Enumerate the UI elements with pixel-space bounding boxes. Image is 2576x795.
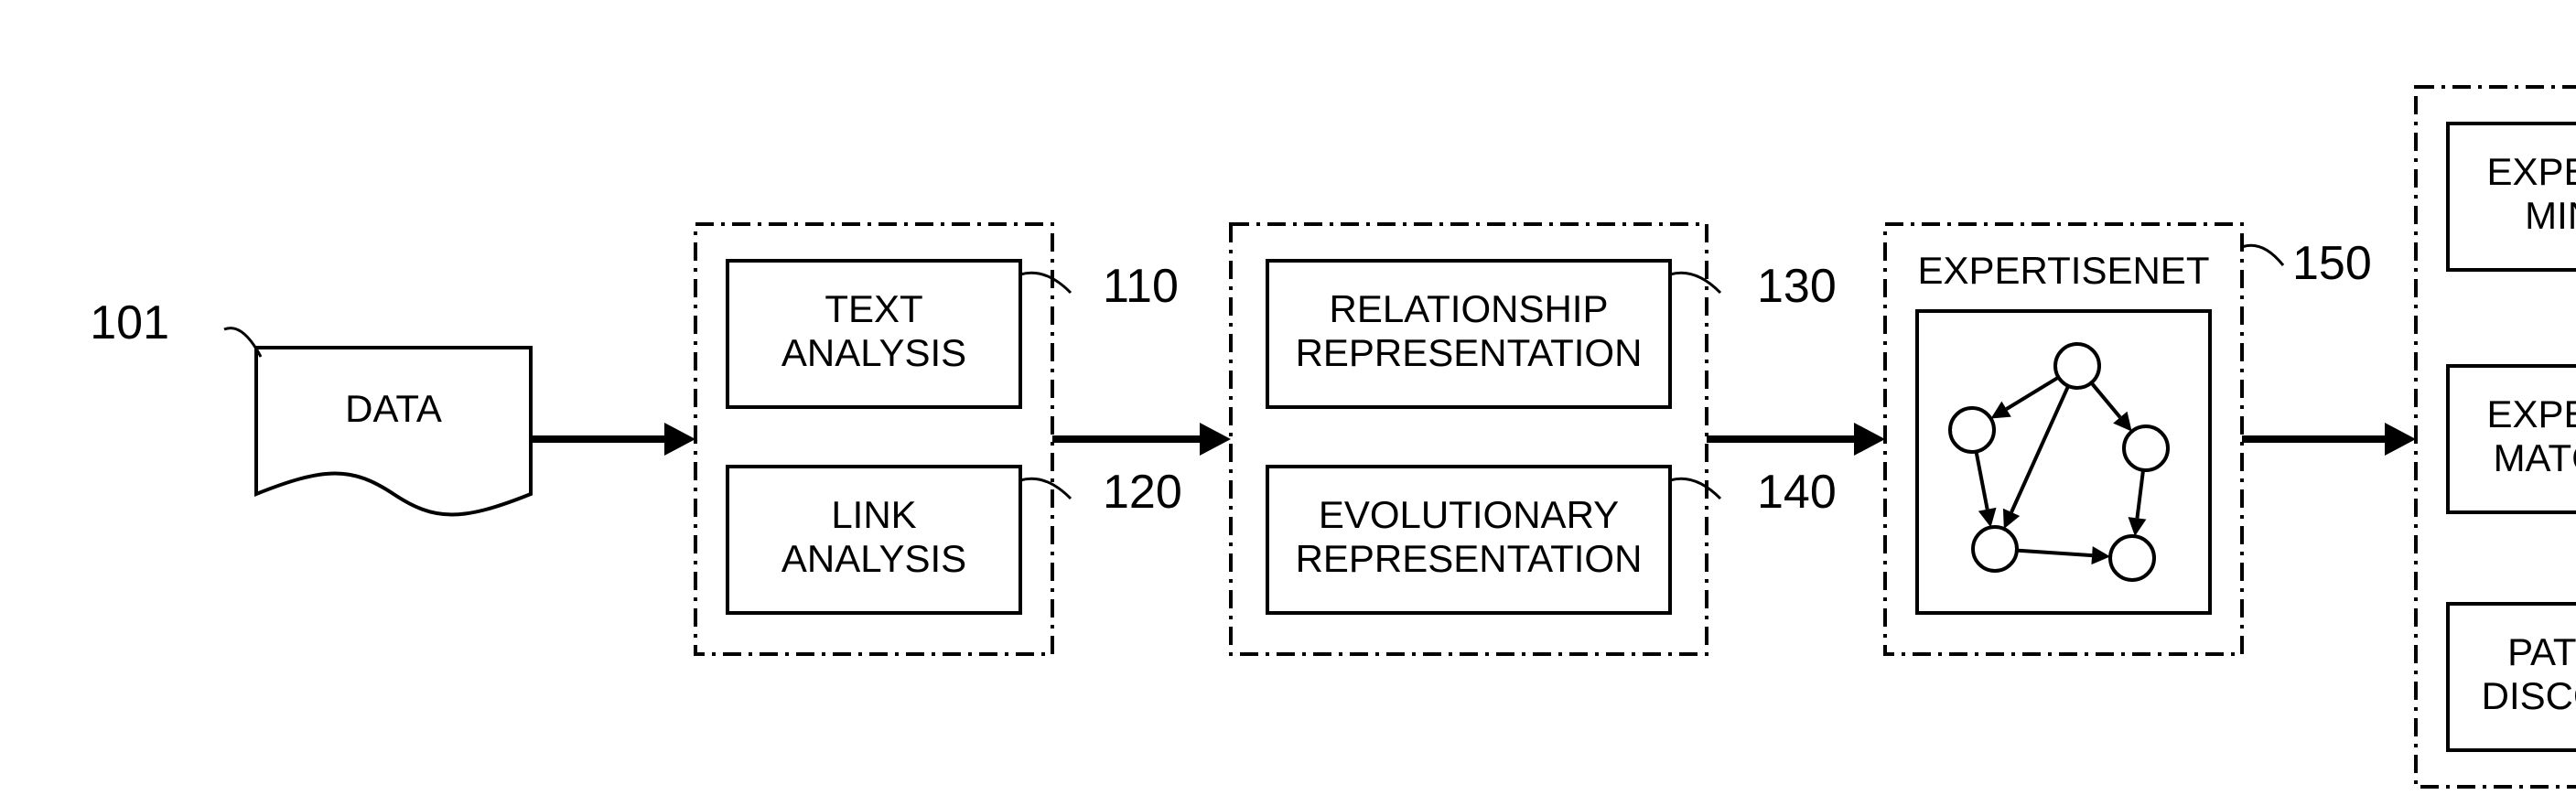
pattern_discovery-label: DISCOVERY [2482,674,2576,717]
link_analysis-label: LINK [831,493,916,536]
expertise_mining-label: EXPERTISE [2487,150,2576,193]
text_analysis-label: TEXT [825,287,922,330]
data-document [256,348,531,515]
link_analysis-refnum: 120 [1103,466,1182,519]
graph-node [1973,527,2017,571]
relationship_rep-label: REPRESENTATION [1296,331,1643,374]
relationship_rep-refnum: 130 [1757,260,1837,313]
evolutionary_rep-label: REPRESENTATION [1296,537,1643,580]
data-label: DATA [345,387,442,430]
graph-node [2055,344,2099,388]
expertise_matching-label: EXPERTISE [2487,392,2576,435]
evolutionary_rep-label: EVOLUTIONARY [1319,493,1619,536]
graph-node [2110,536,2154,580]
data-refnum: 101 [90,296,169,349]
expertise_mining-label: MINING [2525,194,2576,237]
text_analysis-refnum: 110 [1103,260,1179,313]
expertise_matching-label: MATCHING [2494,436,2576,479]
flowchart-diagram: DATA101TEXTANALYSIS110LINKANALYSIS120REL… [0,0,2576,795]
link_analysis-label: ANALYSIS [781,537,966,580]
graph-node [1950,408,1994,452]
relationship_rep-label: RELATIONSHIP [1330,287,1609,330]
pattern_discovery-label: PATTERN [2507,630,2576,673]
graph-node [2124,426,2168,470]
text_analysis-label: ANALYSIS [781,331,966,374]
evolutionary_rep-refnum: 140 [1757,466,1837,519]
expertisenet-refnum: 150 [2292,237,2372,290]
expertisenet-title: EXPERTISENET [1918,249,2210,292]
